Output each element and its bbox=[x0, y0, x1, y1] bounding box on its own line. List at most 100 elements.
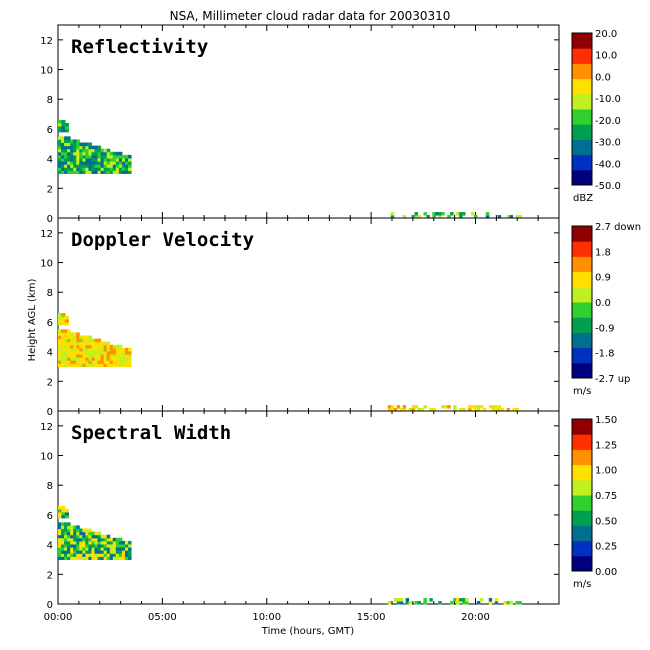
echo-pixel bbox=[112, 556, 117, 560]
echo-pixel bbox=[58, 341, 62, 346]
echo-pixel bbox=[94, 170, 99, 174]
echo-pixel bbox=[58, 547, 62, 551]
y-tick-label: 8 bbox=[47, 95, 53, 106]
cloud-echo-region bbox=[387, 405, 519, 412]
echo-pixel bbox=[61, 139, 65, 144]
echo-pixel bbox=[97, 534, 102, 539]
echo-pixel bbox=[109, 354, 114, 358]
echo-pixel bbox=[88, 357, 92, 361]
colorbar-tick-label: -0.9 bbox=[595, 323, 615, 334]
echo-pixel bbox=[97, 363, 102, 367]
echo-pixel bbox=[115, 164, 120, 168]
colorbar-segment bbox=[572, 33, 592, 49]
echo-pixel bbox=[91, 547, 96, 551]
echo-pixel bbox=[82, 540, 86, 545]
echo-pixel bbox=[70, 556, 74, 560]
echo-pixel bbox=[61, 315, 66, 320]
x-tick-label: 15:00 bbox=[357, 612, 386, 623]
echo-pixel bbox=[76, 556, 80, 560]
echo-pixel bbox=[88, 534, 92, 539]
echo-pixel bbox=[85, 145, 89, 150]
echo-pixel bbox=[106, 148, 111, 153]
echo-pixel bbox=[88, 148, 92, 153]
colorbar-tick-label: 2.7 down bbox=[595, 222, 641, 233]
echo-pixel bbox=[128, 167, 132, 171]
echo-pixel bbox=[106, 350, 111, 355]
echo-pixel bbox=[432, 212, 436, 216]
echo-pixel bbox=[106, 543, 111, 548]
echo-pixel bbox=[61, 338, 65, 343]
echo-pixel bbox=[85, 151, 89, 156]
echo-pixel bbox=[121, 350, 126, 355]
echo-pixel bbox=[70, 543, 74, 548]
echo-pixel bbox=[64, 511, 69, 516]
echo-pixel bbox=[64, 508, 69, 513]
echo-pixel bbox=[97, 540, 102, 545]
echo-pixel bbox=[73, 145, 77, 150]
echo-pixel bbox=[100, 543, 105, 548]
colorbar-segment bbox=[572, 464, 592, 481]
echo-pixel bbox=[112, 164, 117, 168]
echo-pixel bbox=[82, 142, 86, 147]
echo-pixel bbox=[67, 354, 71, 358]
echo-pixel bbox=[103, 167, 108, 171]
echo-pixel bbox=[82, 543, 86, 548]
colorbar-segment bbox=[572, 540, 592, 557]
echo-pixel bbox=[121, 354, 126, 358]
echo-pixel bbox=[58, 357, 62, 361]
echo-pixel bbox=[91, 161, 96, 165]
echo-pixel bbox=[115, 540, 120, 545]
echo-pixel bbox=[73, 525, 77, 530]
echo-pixel bbox=[61, 148, 65, 153]
echo-pixel bbox=[106, 360, 111, 364]
echo-pixel bbox=[58, 128, 62, 133]
echo-pixel bbox=[64, 154, 68, 159]
echo-pixel bbox=[73, 157, 77, 162]
x-axis-label: Time (hours, GMT) bbox=[261, 626, 355, 637]
echo-pixel bbox=[438, 601, 442, 605]
colorbar-segment bbox=[572, 317, 592, 333]
echo-pixel bbox=[97, 550, 102, 554]
echo-pixel bbox=[67, 338, 71, 343]
echo-pixel bbox=[432, 408, 436, 412]
echo-pixel bbox=[79, 341, 83, 346]
echo-pixel bbox=[85, 154, 89, 159]
echo-pixel bbox=[124, 157, 129, 162]
echo-pixel bbox=[106, 534, 111, 539]
echo-pixel bbox=[128, 553, 132, 557]
echo-pixel bbox=[58, 167, 62, 171]
echo-pixel bbox=[118, 167, 123, 171]
x-tick-label: 05:00 bbox=[148, 612, 177, 623]
echo-pixel bbox=[485, 212, 490, 216]
colorbar-segment bbox=[572, 555, 592, 572]
cloud-echo-region bbox=[58, 329, 132, 367]
echo-pixel bbox=[121, 550, 126, 554]
panel-1: 0 2 4 6 8 10 12 Reflectivity 20.0 10.0 0.0 -10.0 -20… bbox=[40, 24, 621, 225]
echo-pixel bbox=[61, 151, 65, 156]
echo-pixel bbox=[70, 154, 74, 159]
echo-pixel bbox=[128, 540, 132, 545]
echo-pixel bbox=[112, 553, 117, 557]
echo-pixel bbox=[61, 354, 65, 358]
echo-pixel bbox=[70, 161, 74, 165]
echo-pixel bbox=[58, 528, 62, 533]
echo-pixel bbox=[58, 142, 62, 147]
echo-pixel bbox=[94, 151, 99, 156]
echo-pixel bbox=[462, 212, 466, 216]
echo-pixel bbox=[423, 601, 427, 605]
echo-pixel bbox=[73, 344, 77, 349]
echo-pixel bbox=[76, 347, 80, 352]
echo-pixel bbox=[79, 550, 83, 554]
echo-pixel bbox=[88, 170, 92, 174]
echo-pixel bbox=[97, 167, 102, 171]
echo-pixel bbox=[112, 540, 117, 545]
echo-pixel bbox=[58, 338, 62, 343]
echo-pixel bbox=[100, 556, 105, 560]
echo-pixel bbox=[64, 145, 68, 150]
echo-pixel bbox=[420, 408, 424, 412]
y-tick-label: 12 bbox=[40, 36, 53, 47]
echo-pixel bbox=[479, 405, 484, 409]
echo-pixel bbox=[109, 547, 114, 551]
echo-pixel bbox=[58, 329, 62, 333]
